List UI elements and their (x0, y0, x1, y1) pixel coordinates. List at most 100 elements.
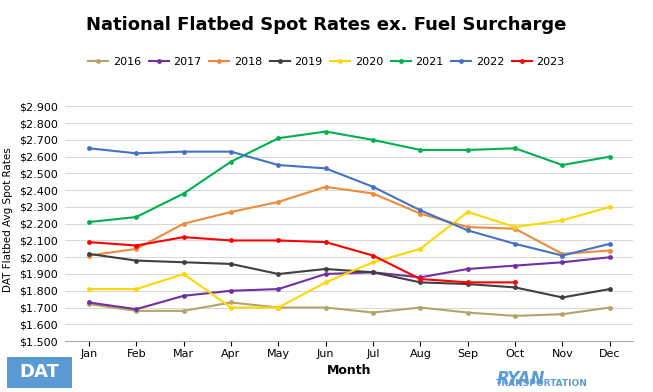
X-axis label: Month: Month (327, 364, 372, 377)
2016 (606, 305, 614, 310)
2020 (606, 205, 614, 209)
2018 (511, 227, 519, 231)
2017 (180, 294, 187, 298)
2016 (558, 312, 566, 317)
2019 (511, 285, 519, 290)
2018 (180, 221, 187, 226)
2023 (322, 240, 330, 245)
2021 (369, 138, 377, 142)
2017 (558, 260, 566, 265)
2020 (511, 225, 519, 229)
2018 (133, 247, 140, 251)
2020 (464, 210, 471, 214)
2022 (274, 163, 282, 167)
Line: 2017: 2017 (87, 255, 612, 312)
2021 (85, 220, 93, 224)
2023 (274, 238, 282, 243)
2023 (85, 240, 93, 245)
2017 (606, 255, 614, 260)
2020 (133, 287, 140, 291)
Line: 2020: 2020 (87, 205, 612, 310)
2019 (133, 258, 140, 263)
2020 (227, 305, 235, 310)
2020 (322, 280, 330, 285)
2019 (85, 252, 93, 256)
2022 (369, 185, 377, 189)
2016 (133, 309, 140, 313)
2021 (133, 215, 140, 220)
2018 (274, 200, 282, 204)
Text: RYAN: RYAN (496, 370, 545, 388)
2020 (180, 272, 187, 276)
2017 (417, 275, 424, 280)
Y-axis label: DAT Flatbed Avg Spot Rates: DAT Flatbed Avg Spot Rates (3, 147, 13, 292)
Text: National Flatbed Spot Rates ex. Fuel Surcharge: National Flatbed Spot Rates ex. Fuel Sur… (86, 16, 567, 34)
2021 (606, 154, 614, 159)
2021 (227, 159, 235, 164)
2022 (417, 208, 424, 212)
2016 (85, 302, 93, 307)
2021 (464, 148, 471, 152)
2018 (558, 252, 566, 256)
Line: 2019: 2019 (87, 251, 612, 300)
2021 (417, 148, 424, 152)
2022 (180, 149, 187, 154)
2023 (227, 238, 235, 243)
2020 (417, 247, 424, 251)
2021 (558, 163, 566, 167)
2022 (85, 146, 93, 151)
Text: TRANSPORTATION: TRANSPORTATION (496, 358, 588, 388)
Line: 2023: 2023 (87, 235, 517, 285)
Line: 2016: 2016 (87, 300, 612, 318)
2016 (417, 305, 424, 310)
2022 (606, 241, 614, 246)
2023 (180, 235, 187, 240)
2017 (85, 300, 93, 305)
2017 (464, 267, 471, 271)
2018 (464, 225, 471, 229)
2019 (180, 260, 187, 265)
2020 (558, 218, 566, 223)
2018 (606, 248, 614, 253)
Legend: 2016, 2017, 2018, 2019, 2020, 2021, 2022, 2023: 2016, 2017, 2018, 2019, 2020, 2021, 2022… (84, 53, 569, 71)
2022 (227, 149, 235, 154)
2017 (274, 287, 282, 291)
2021 (511, 146, 519, 151)
Line: 2018: 2018 (87, 184, 612, 258)
2019 (417, 280, 424, 285)
2016 (464, 310, 471, 315)
2022 (464, 228, 471, 233)
2021 (180, 191, 187, 196)
2016 (322, 305, 330, 310)
2020 (85, 287, 93, 291)
2018 (227, 210, 235, 214)
2017 (133, 307, 140, 312)
2021 (274, 136, 282, 141)
2017 (369, 270, 377, 275)
2022 (511, 241, 519, 246)
Line: 2021: 2021 (87, 129, 612, 225)
2022 (322, 166, 330, 171)
2023 (464, 280, 471, 285)
2021 (322, 129, 330, 134)
2023 (417, 277, 424, 281)
2016 (369, 310, 377, 315)
2017 (511, 263, 519, 268)
2018 (322, 185, 330, 189)
2019 (558, 295, 566, 300)
2017 (322, 272, 330, 276)
2018 (85, 253, 93, 258)
Text: DAT: DAT (19, 363, 59, 381)
2023 (511, 280, 519, 285)
2023 (133, 243, 140, 248)
2019 (227, 261, 235, 266)
2023 (369, 253, 377, 258)
2016 (180, 309, 187, 313)
Line: 2022: 2022 (87, 146, 612, 258)
2016 (511, 314, 519, 318)
2017 (227, 289, 235, 293)
2019 (464, 282, 471, 287)
2019 (322, 267, 330, 271)
2019 (606, 287, 614, 291)
2018 (417, 211, 424, 216)
